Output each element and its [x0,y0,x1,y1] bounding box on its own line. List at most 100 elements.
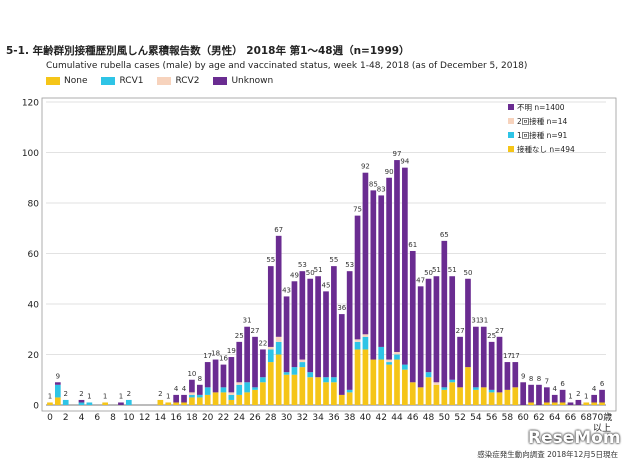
x-tick-label: 34 [312,413,324,423]
bar-segment [394,160,400,352]
x-tick-label: 20 [202,413,214,423]
bar-segment [457,387,463,405]
bar-segment [488,389,495,393]
watermark-logo: ReseMom [528,428,621,448]
bar-segment [402,167,408,365]
bar-segment [457,336,463,388]
bar-segment [275,235,282,337]
legend-label: 1回接種 n=91 [517,130,567,140]
bar-segment [228,392,235,395]
bar-segment [220,392,227,405]
bar-segment [236,341,243,383]
bar-segment [260,382,266,405]
bar-segment [402,364,408,370]
bar-segment [465,367,471,405]
data-label: 6 [560,380,565,388]
bar-segment [480,387,487,405]
bar-segment [480,326,487,388]
data-label: 65 [440,231,449,239]
bar-segment [465,278,471,368]
bar-segment [583,402,590,405]
bar-segment [102,402,108,405]
bar-segment [323,377,329,383]
bar-segment [275,341,282,355]
x-tick-label: 42 [375,413,386,423]
bar-segment [157,399,164,405]
x-tick-label: 70歳 [592,411,612,423]
x-tick-label: 60 [517,413,529,423]
data-label: 67 [274,226,283,234]
data-label: 1 [584,392,588,400]
data-label: 45 [322,281,331,289]
bar-segment [283,372,290,375]
bar-segment [370,190,377,360]
bar-segment [338,314,345,395]
bar-segment [267,266,274,347]
x-tick-label: 46 [407,413,419,423]
bar-segment [433,382,440,385]
data-label: 25 [487,332,496,340]
bar-segment [47,402,53,405]
bar-segment [283,296,290,373]
bar-segment [370,359,377,405]
bar-segment [291,367,298,375]
y-tick-label: 40 [28,301,40,311]
bar-segment [244,326,250,383]
bar-segment [441,240,448,388]
data-label: 92 [361,163,370,171]
bar-segment [299,359,306,363]
legend-swatch [508,118,514,124]
bar-segment [252,387,258,390]
bar-segment [78,402,85,405]
bar-segment [228,399,235,405]
y-tick-label: 60 [28,250,40,260]
bar-segment [338,394,345,405]
legend-swatch [46,77,60,85]
bar-segment [409,250,416,383]
data-label: 43 [282,286,291,294]
data-label: 2 [576,390,580,398]
data-label: 18 [211,350,220,358]
bar-segment [544,387,550,403]
bar-segment [196,397,203,405]
x-tick-label: 2 [63,413,69,423]
data-label: 2 [158,390,162,398]
bar-segment [559,402,566,405]
bar-segment [449,276,456,380]
bar-segment [204,387,211,395]
x-tick-label: 44 [391,413,403,423]
legend-label: None [64,76,88,86]
bar-segment [599,402,605,405]
legend-label: 2回接種 n=14 [517,116,567,126]
bar-segment [212,359,219,393]
data-label: 27 [495,327,504,335]
bar-segment [196,384,203,395]
bar-segment [417,286,424,388]
bar-segment [212,392,219,405]
data-label: 83 [377,185,386,193]
legend-item-unknown: Unknown [213,76,273,86]
bar-segment [402,369,408,405]
data-label: 25 [235,332,244,340]
plot-frame [41,97,617,412]
data-label: 31 [479,317,488,325]
data-label: 31 [243,317,252,325]
data-label: 2 [63,390,67,398]
data-label: 4 [592,385,597,393]
data-label: 1 [48,392,52,400]
data-label: 51 [448,266,457,274]
bar-segment [488,341,495,390]
bar-segment [362,349,369,405]
bar-segment [559,389,566,403]
bar-segment [378,346,385,360]
bar-segment [346,271,353,390]
data-label: 55 [329,256,338,264]
chart-subtitle: Cumulative rubella cases (male) by age a… [46,61,528,71]
legend-item-rcv1: RCV1 [101,76,143,86]
data-label: 1 [568,392,572,400]
x-tick-label: 18 [186,413,198,423]
bar-segment [354,215,361,340]
bar-segment [315,276,321,378]
x-tick-label: 56 [486,413,498,423]
